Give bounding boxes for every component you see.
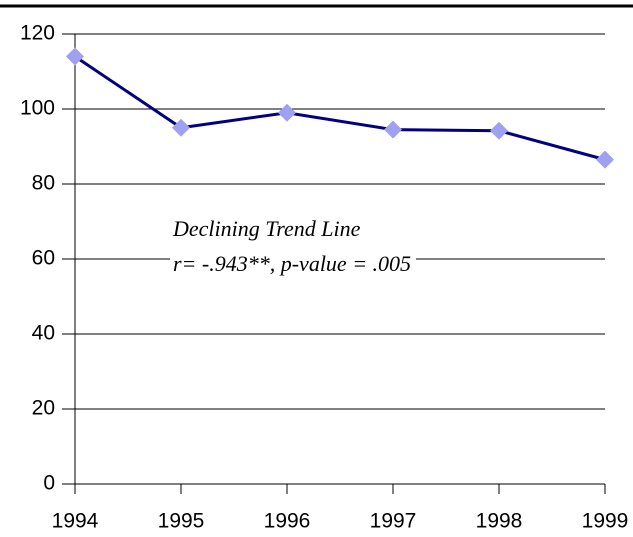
x-tick-label: 1995 [158, 510, 205, 533]
marker [278, 103, 296, 122]
annotation: r= -.943**, p-value = .005 [173, 251, 411, 276]
marker [490, 121, 508, 140]
x-tick-label: 1994 [52, 510, 99, 533]
y-tick-label: 60 [32, 247, 55, 270]
marker [596, 150, 614, 169]
x-tick-label: 1999 [582, 510, 629, 533]
y-tick-label: 0 [43, 472, 55, 495]
y-tick-label: 120 [20, 22, 55, 45]
y-tick-label: 40 [32, 322, 55, 345]
y-tick-label: 20 [32, 397, 55, 420]
x-tick-label: 1996 [264, 510, 311, 533]
marker [66, 47, 84, 66]
annotation: Declining Trend Line [172, 216, 361, 241]
series-line [74, 55, 606, 162]
marker [172, 118, 190, 137]
x-tick-label: 1998 [476, 510, 523, 533]
y-tick-label: 100 [20, 97, 55, 120]
x-tick-label: 1997 [370, 510, 417, 533]
annotation-bg [170, 252, 417, 280]
marker [384, 120, 402, 139]
y-tick-label: 80 [32, 172, 55, 195]
